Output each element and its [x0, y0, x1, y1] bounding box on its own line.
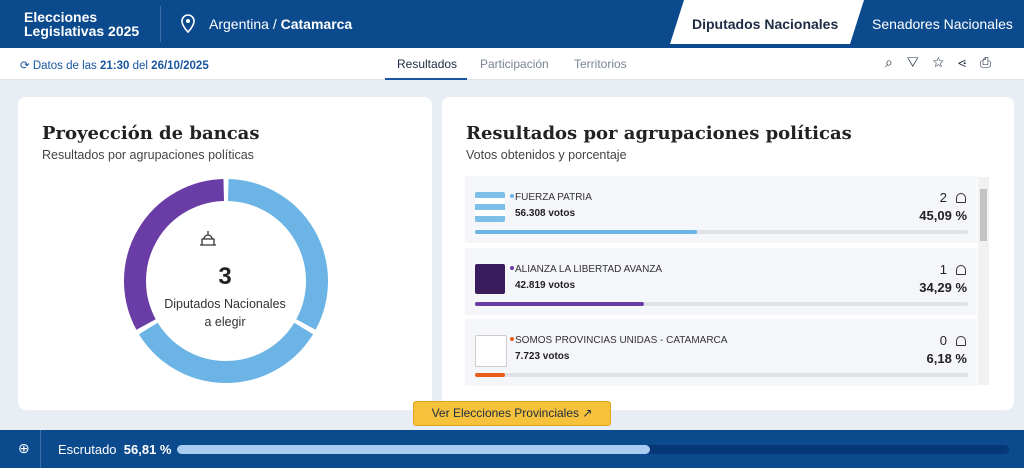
tabs-bg	[670, 0, 864, 44]
party-logo	[475, 335, 507, 367]
caption: Diputados Nacionales	[164, 297, 286, 311]
seat-icon	[956, 264, 966, 275]
party-dot	[510, 265, 514, 270]
province: Catamarca	[280, 16, 353, 32]
scrutiny: Escrutado 56,81 %	[58, 442, 171, 457]
separator: /	[272, 16, 277, 32]
congress-icon	[200, 231, 216, 246]
seat-icon	[956, 336, 966, 346]
top-bar: Elecciones Legislativas 2025 Argentina /…	[0, 0, 1024, 48]
party-votes: 7.723 votos	[515, 351, 570, 362]
update-info: ⟳ Datos de las 21:30 del 26/10/2025	[20, 60, 209, 72]
text: Datos de las	[32, 60, 97, 72]
brand-line: Legislativas 2025	[24, 23, 140, 39]
tab-active[interactable]: Diputados Nacionales	[692, 16, 839, 32]
nav-active	[385, 48, 467, 80]
scroll-thumb[interactable]	[980, 189, 987, 241]
party-logo	[475, 192, 505, 222]
vote-bar	[475, 301, 645, 306]
vote-track	[475, 301, 968, 306]
divider	[160, 6, 161, 42]
results-card: Resultados por agrupaciones políticas Vo…	[442, 97, 1014, 410]
vote-bar	[475, 373, 506, 377]
party-seats: 2	[939, 190, 947, 205]
party-row: FUERZA PATRIA 56.308 votos 2 45,09 %	[465, 176, 977, 243]
party-name: ALIANZA LA LIBERTAD AVANZA	[515, 263, 663, 275]
seats-card: Proyección de bancas Resultados por agru…	[18, 97, 432, 410]
nav-tab[interactable]: Resultados	[397, 57, 458, 71]
expand-icon[interactable]: ⊕	[18, 440, 30, 456]
sub-bar: ⟳ Datos de las 21:30 del 26/10/2025 Resu…	[0, 48, 1024, 80]
scrutiny-label: Escrutado	[58, 442, 117, 457]
party-row: SOMOS PROVINCIAS UNIDAS - CATAMARCA 7.723…	[465, 319, 977, 386]
text: del	[132, 60, 148, 72]
provincial-button[interactable]: Ver Elecciones Provinciales ↗	[413, 401, 611, 426]
location-icon	[181, 14, 195, 34]
scrutiny-track	[177, 445, 1009, 454]
seat-caption: Diputados Nacionales a elegir	[18, 295, 432, 331]
party-seats: 1	[939, 261, 947, 277]
card-subtitle: Resultados por agrupaciones políticas	[42, 148, 254, 162]
card-subtitle: Votos obtenidos y porcentaje	[466, 148, 627, 162]
card-title: Resultados por agrupaciones políticas	[466, 123, 852, 144]
party-logo	[475, 263, 505, 294]
scrutiny-bar	[177, 445, 650, 454]
tab[interactable]: Senadores Nacionales	[872, 16, 1013, 32]
party-percent: 34,29 %	[919, 279, 967, 295]
nav-tab[interactable]: Participación	[480, 57, 549, 71]
donut	[124, 179, 328, 383]
scrutiny-value: 56,81 %	[123, 442, 172, 457]
party-votes: 42.819 votos	[515, 279, 576, 291]
party-votes: 56.308 votos	[515, 208, 576, 219]
party-name: FUERZA PATRIA	[515, 192, 592, 203]
date: 26/10/2025	[151, 60, 209, 72]
caption: a elegir	[204, 315, 246, 329]
scrollbar	[978, 177, 989, 385]
party-percent: 6,18 %	[926, 351, 967, 366]
party-row: ALIANZA LA LIBERTAD AVANZA 42.819 votos 1 3…	[465, 247, 977, 315]
nav-tab[interactable]: Territorios	[574, 57, 627, 71]
party-name: SOMOS PROVINCIAS UNIDAS - CATAMARCA	[515, 335, 728, 346]
vote-track	[475, 373, 968, 377]
seat-arc	[138, 322, 314, 383]
toolbar-icons[interactable]: ⌕▽☆⋖⎙	[885, 54, 1006, 70]
card-title: Proyección de bancas	[42, 123, 260, 144]
divider	[40, 430, 41, 468]
party-list: FUERZA PATRIA 56.308 votos 2 45,09 % ALIANZA…	[465, 176, 979, 386]
party-seats: 0	[939, 333, 947, 348]
seat-total: 3	[218, 263, 232, 290]
location[interactable]: Argentina / Catamarca	[209, 16, 352, 32]
brand-line: Elecciones	[24, 9, 98, 25]
vote-bar	[475, 230, 698, 234]
seat-icon	[956, 193, 966, 203]
brand[interactable]: Elecciones Legislativas 2025	[24, 10, 139, 38]
party-dot	[510, 194, 514, 198]
time: 21:30	[99, 60, 130, 72]
party-percent: 45,09 %	[919, 208, 967, 223]
seat-arc	[227, 179, 328, 330]
party-dot	[510, 337, 514, 341]
bottom-bar: ⊕ Escrutado 56,81 %	[0, 430, 1024, 468]
country: Argentina	[209, 16, 269, 32]
vote-track	[475, 230, 968, 234]
seat-arc	[124, 179, 225, 330]
button-label: Ver Elecciones Provinciales	[431, 406, 579, 420]
